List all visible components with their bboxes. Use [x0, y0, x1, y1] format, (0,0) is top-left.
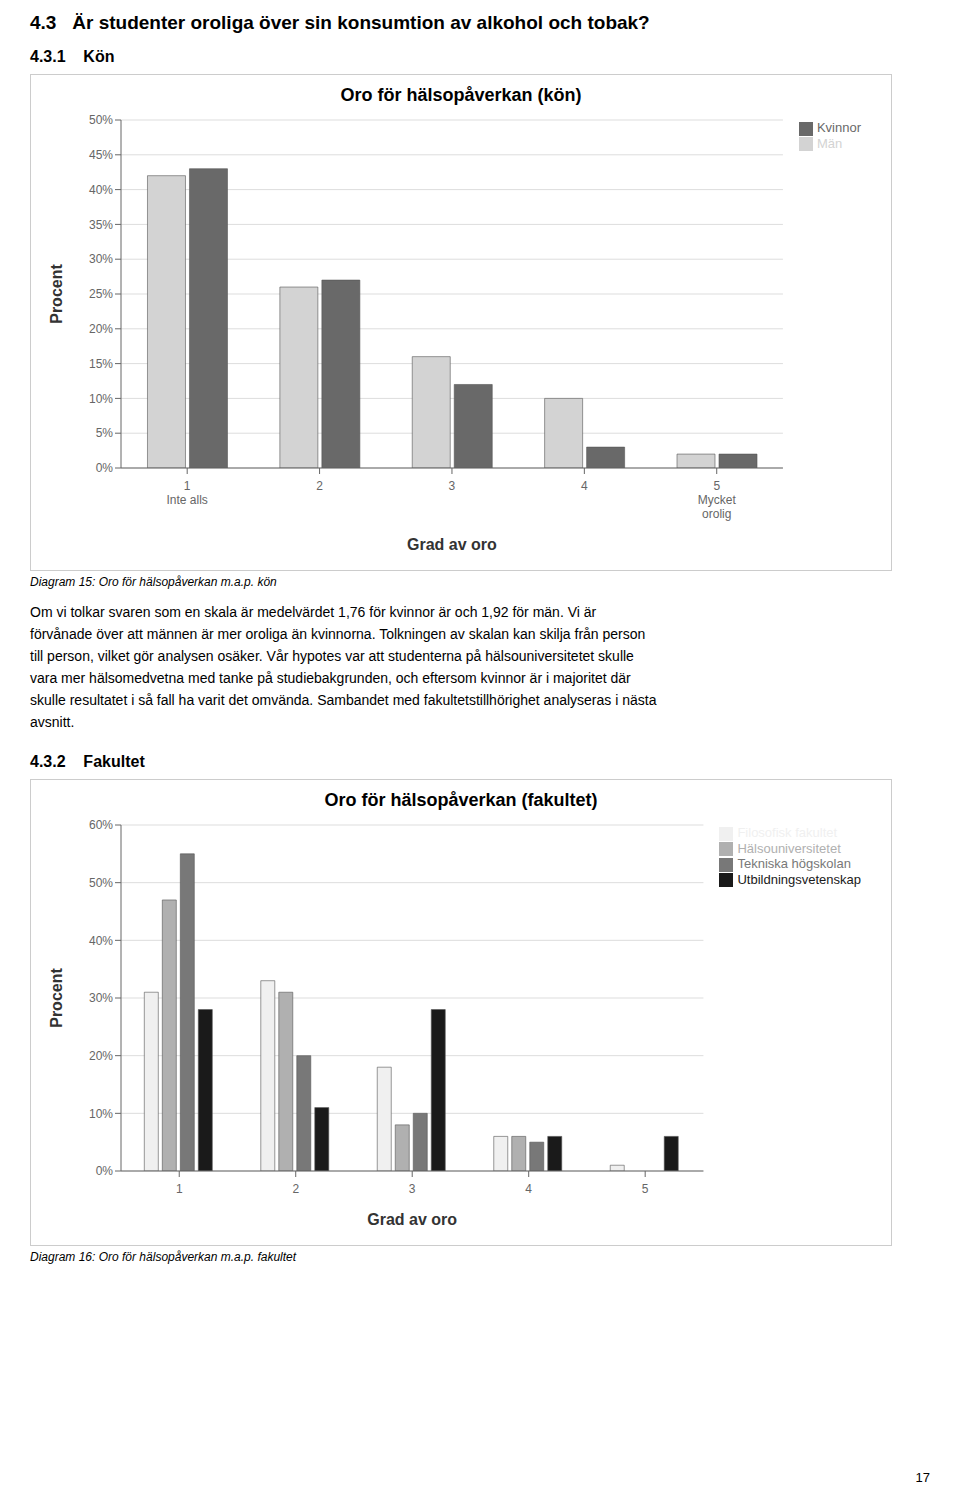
html-text:Kvinnor: Kvinnor [816, 120, 861, 135]
svg-text:Procent: Procent [48, 264, 65, 324]
html-text:Utbildningsvetenskap: Utbildningsvetenskap [737, 871, 861, 887]
svg-text:45%: 45% [89, 148, 113, 162]
html-text:Diagram 15: Oro för hälsopåver: Diagram 15: Oro för hälsopåverkan m.a.p.… [30, 575, 277, 589]
svg-text:5Mycketorolig: 5Mycketorolig [698, 479, 737, 521]
html-text:Hälsouniversitetet: Hälsouniversitetet [737, 840, 841, 856]
svg-text:1: 1 [176, 1182, 183, 1196]
svg-text:5%: 5% [96, 426, 114, 440]
svg-text:40%: 40% [89, 934, 113, 948]
svg-text:0%: 0% [96, 461, 114, 475]
html-text:Oro för hälsopåverkan (kön): Oro för hälsopåverkan (kön) [340, 85, 582, 105]
svg-text:2: 2 [292, 1182, 299, 1196]
svg-text:1Inte alls: 1Inte alls [167, 479, 208, 507]
html-text:Tekniska högskolan: Tekniska högskolan [737, 856, 851, 872]
svg-text:15%: 15% [89, 357, 113, 371]
html-text:Filosofisk fakultet: Filosofisk fakultet [737, 825, 838, 840]
svg-text:5: 5 [642, 1182, 649, 1196]
svg-text:Procent: Procent [48, 968, 65, 1028]
html-text:4.3.1 Kön: 4.3.1 Kön [30, 48, 115, 65]
html-text:Diagram 16: Oro för hälsopåver: Diagram 16: Oro för hälsopåverkan m.a.p.… [30, 1250, 297, 1264]
svg-text:50%: 50% [89, 876, 113, 890]
svg-text:20%: 20% [89, 1049, 113, 1063]
html-text:till person, vilket gör analys: till person, vilket gör analysen osäker.… [30, 648, 634, 664]
html-text:4.3 Är studenter oroliga över: 4.3 Är studenter oroliga över sin konsum… [30, 12, 650, 33]
svg-text:30%: 30% [89, 991, 113, 1005]
svg-text:60%: 60% [89, 818, 113, 832]
svg-text:10%: 10% [89, 1107, 113, 1121]
svg-text:10%: 10% [89, 392, 113, 406]
html-text:Om vi tolkar svaren som en ska: Om vi tolkar svaren som en skala är mede… [30, 604, 597, 620]
html-text:avsnitt.: avsnitt. [30, 714, 75, 730]
html-text:Män: Män [816, 135, 843, 151]
svg-text:2: 2 [316, 479, 323, 493]
html-text:skulle resultatet i så fall ha: skulle resultatet i så fall ha varit det… [30, 692, 657, 708]
html-text:vara mer hälsomedvetna med tan: vara mer hälsomedvetna med tanke på stud… [30, 670, 631, 686]
svg-text:Grad av oro: Grad av oro [367, 1211, 457, 1228]
svg-text:0%: 0% [96, 1164, 114, 1178]
svg-text:3: 3 [409, 1182, 416, 1196]
svg-text:30%: 30% [89, 252, 113, 266]
svg-text:3: 3 [449, 479, 456, 493]
svg-text:50%: 50% [89, 113, 113, 127]
html-text:4.3.2 Fakultet: 4.3.2 Fakultet [30, 753, 145, 770]
svg-text:20%: 20% [89, 322, 113, 336]
svg-text:Grad av oro: Grad av oro [407, 536, 497, 553]
html-text:Oro för hälsopåverkan (fakulte: Oro för hälsopåverkan (fakultet) [324, 790, 598, 810]
html-text:förvånade över att männen är m: förvånade över att männen är mer oroliga… [30, 626, 646, 642]
html-text:17: 17 [915, 1470, 930, 1485]
svg-text:35%: 35% [89, 218, 113, 232]
svg-text:25%: 25% [89, 287, 113, 301]
svg-text:4: 4 [581, 479, 588, 493]
svg-text:4: 4 [525, 1182, 532, 1196]
svg-text:40%: 40% [89, 183, 113, 197]
